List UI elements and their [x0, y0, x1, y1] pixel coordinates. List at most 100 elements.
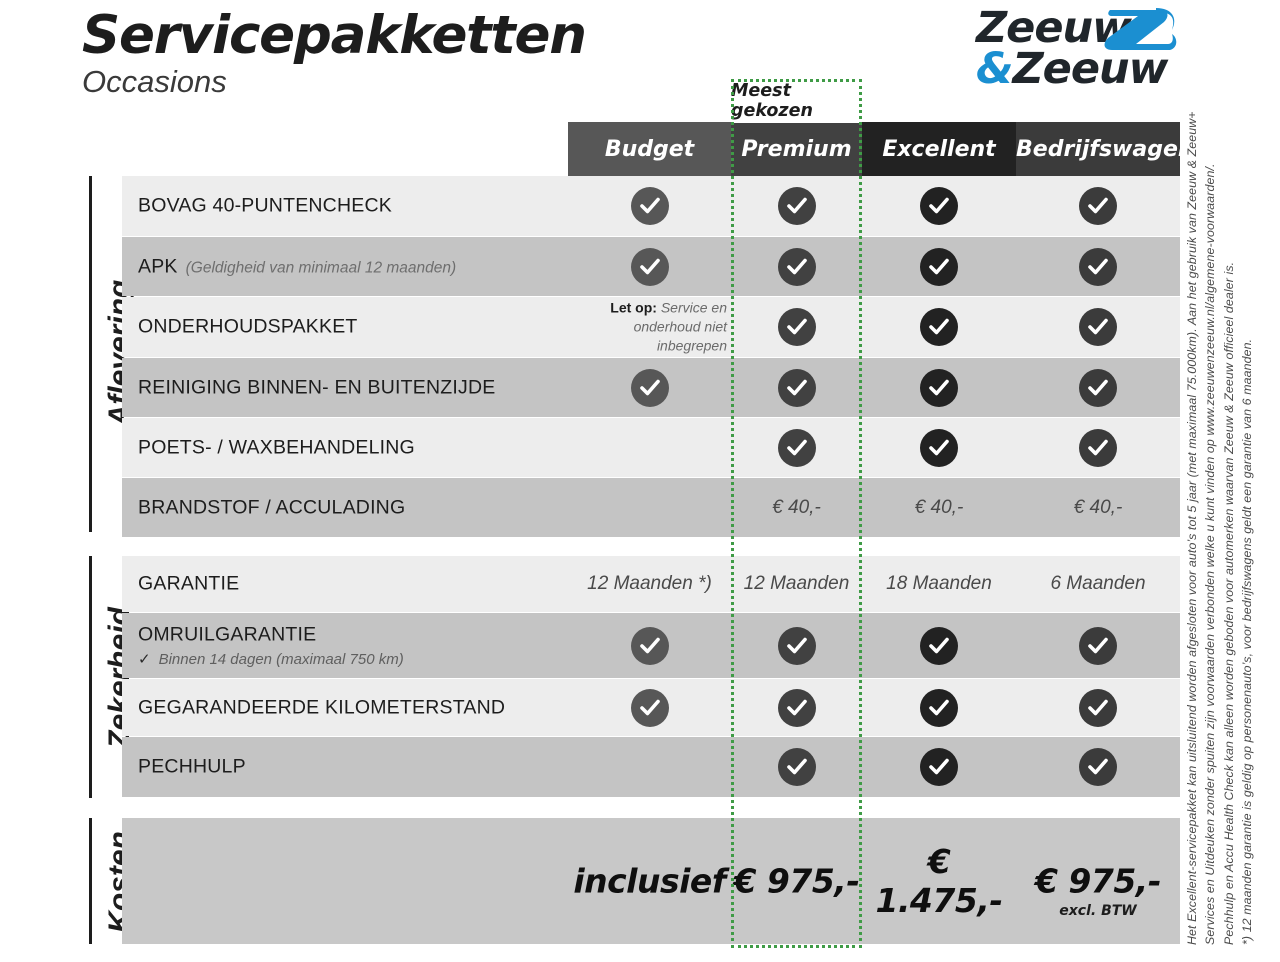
cell-value: € 40,- — [1073, 496, 1123, 518]
checkmark-icon: ✓ — [138, 651, 151, 668]
row-label: GEGARANDEERDE KILOMETERSTAND — [138, 696, 506, 718]
cell-bedrijfswagens — [1016, 418, 1180, 477]
check-icon — [777, 626, 816, 665]
section-rail-aflevering — [89, 176, 92, 532]
logo-ampersand: & — [976, 44, 1013, 94]
column-header-budget[interactable]: Budget — [568, 122, 731, 178]
brand-logo: Zeeuw &Zeeuw — [976, 4, 1177, 96]
price-bedrijfswagens: € 975,- — [1034, 861, 1162, 901]
column-header-premium[interactable]: Premium — [731, 122, 862, 178]
cell-value: 12 Maanden — [743, 573, 850, 594]
logo-line-2-text: Zeeuw — [1012, 44, 1169, 94]
column-header-bedrijfswagens[interactable]: Bedrijfswagens — [1016, 122, 1207, 178]
cell-excellent: € 40,- — [862, 478, 1016, 537]
price-excellent: € 1.475,- — [875, 842, 1003, 920]
cell-budget: Let op: Service en onderhoud niet inbegr… — [568, 297, 731, 357]
row-label: PECHHULP — [138, 755, 246, 778]
cell-value: € 40,- — [914, 496, 964, 518]
cell-budget — [568, 679, 731, 736]
cell-bedrijfswagens — [1016, 737, 1180, 797]
check-icon — [777, 308, 816, 346]
check-icon — [777, 368, 816, 407]
cell-bedrijfswagens: € 40,- — [1016, 478, 1180, 537]
table-row: APK (Geldigheid van minimaal 12 maanden) — [122, 237, 1180, 296]
cell-value: 12 Maanden *) — [587, 573, 712, 594]
row-label: ONDERHOUDSPAKKET — [138, 315, 358, 338]
cell-budget — [568, 176, 731, 236]
check-icon — [1079, 308, 1117, 346]
cell-premium — [731, 297, 862, 357]
cell-excellent — [862, 358, 1016, 417]
row-label: GARANTIE — [138, 572, 240, 595]
section-rail-kosten — [89, 818, 92, 944]
cell-budget: 12 Maanden *) — [568, 556, 731, 612]
cell-excellent — [862, 613, 1016, 678]
table-row: REINIGING BINNEN- EN BUITENZIJDE — [122, 358, 1180, 417]
cell-premium — [731, 358, 862, 417]
check-icon — [1079, 187, 1117, 225]
table-row: OMRUILGARANTIE ✓ Binnen 14 dagen (maximaal… — [122, 613, 1180, 678]
row-label-note: (Geldigheid van minimaal 12 maanden) — [185, 259, 457, 276]
table-row: GEGARANDEERDE KILOMETERSTAND — [122, 679, 1180, 736]
cell-premium — [731, 176, 862, 236]
row-label: REINIGING BINNEN- EN BUITENZIJDE — [138, 376, 496, 398]
check-icon — [1079, 247, 1117, 286]
column-header-label: Bedrijfswagens — [1016, 137, 1207, 162]
cell-budget — [568, 613, 731, 678]
cell-bedrijfswagens: 6 Maanden — [1016, 556, 1180, 612]
cell-budget — [568, 737, 731, 797]
cell-excellent — [862, 737, 1016, 797]
cell-note-strong: Let op: — [610, 299, 657, 316]
row-label: BOVAG 40-PUNTENCHECK — [138, 194, 392, 217]
check-icon — [630, 247, 669, 286]
column-header-excellent[interactable]: Excellent — [862, 122, 1016, 178]
cell-premium — [731, 613, 862, 678]
row-label: OMRUILGARANTIE — [138, 623, 317, 646]
table-row: GARANTIE 12 Maanden *) 12 Maanden 18 Maande… — [122, 556, 1180, 612]
page-subtitle: Occasions — [82, 63, 227, 99]
check-icon — [920, 368, 958, 407]
price-premium: € 975,- — [733, 861, 860, 901]
row-subnote: ✓ Binnen 14 dagen (maximaal 750 km) — [138, 651, 404, 668]
table-row: BOVAG 40-PUNTENCHECK — [122, 176, 1180, 236]
table-row: POETS- / WAXBEHANDELING — [122, 418, 1180, 477]
cell-budget — [568, 237, 731, 296]
cell-value: 18 Maanden — [886, 573, 992, 594]
cell-bedrijfswagens — [1016, 237, 1180, 296]
check-icon — [1079, 368, 1117, 407]
row-label: APK (Geldigheid van minimaal 12 maanden) — [138, 255, 457, 277]
cell-bedrijfswagens — [1016, 358, 1180, 417]
price-budget: inclusief — [573, 861, 726, 901]
footnote-line-4: *) 12 maanden garantie is geldig op pers… — [1240, 338, 1255, 945]
title-block: Servicepakketten Occasions — [82, 8, 587, 99]
cell-value: € 40,- — [772, 496, 821, 518]
check-icon — [920, 247, 958, 286]
cell-premium — [731, 679, 862, 736]
table-row: BRANDSTOF / ACCULADING € 40,- € 40,- € 40,- — [122, 478, 1180, 537]
cell-note: Let op: Service en onderhoud niet inbegr… — [610, 299, 727, 354]
logo-line-2: &Zeeuw — [976, 48, 1168, 91]
kosten-band: inclusief € 975,- € 1.475,- € 975,- excl. BT… — [122, 818, 1180, 944]
row-label: BRANDSTOF / ACCULADING — [138, 496, 406, 518]
cell-budget — [568, 418, 731, 477]
check-icon — [630, 688, 669, 727]
table-row: PECHHULP — [122, 737, 1180, 797]
check-icon — [777, 187, 816, 225]
check-icon — [1079, 748, 1117, 786]
cell-excellent — [862, 237, 1016, 296]
footnote: Het Excellent-servicepakket kan uitsluit… — [1183, 110, 1275, 945]
check-icon — [920, 748, 958, 786]
cell-excellent: 18 Maanden — [862, 556, 1016, 612]
column-header-label: Budget — [604, 137, 695, 162]
cell-premium — [731, 237, 862, 296]
check-icon — [1079, 688, 1117, 727]
section-rail-zekerheid — [89, 556, 92, 798]
check-icon — [920, 308, 958, 346]
cell-excellent — [862, 176, 1016, 236]
column-header-label: Excellent — [882, 137, 996, 162]
cell-premium: 12 Maanden — [731, 556, 862, 612]
cell-excellent — [862, 679, 1016, 736]
footnote-line-3: Pechhulp en Accu Health Check kan alleen… — [1221, 261, 1236, 945]
z-swoosh-icon — [1104, 8, 1177, 50]
